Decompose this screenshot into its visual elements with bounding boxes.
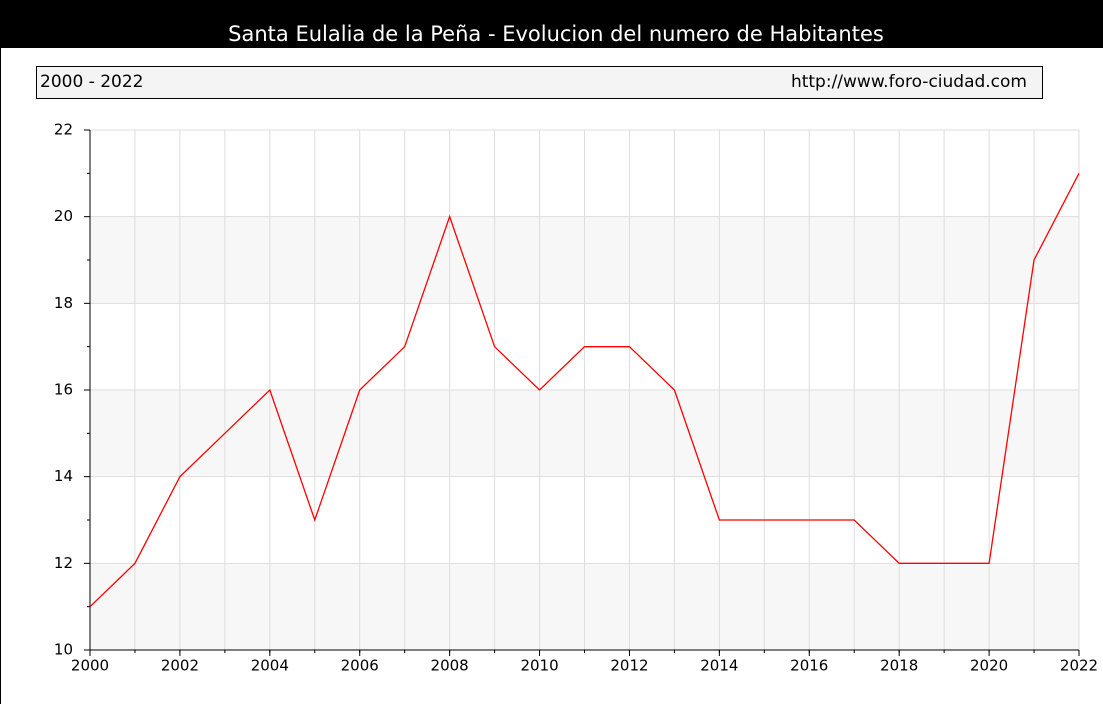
y-tick-label: 12 [54,554,73,572]
x-tick-label: 2006 [341,657,379,675]
x-tick-label: 2010 [520,657,558,675]
chart-title: Santa Eulalia de la Peña - Evolucion del… [228,22,884,46]
y-tick-label: 20 [54,207,73,225]
y-tick-label: 18 [54,294,73,312]
x-tick-label: 2002 [161,657,199,675]
x-tick-label: 2018 [880,657,918,675]
x-tick-label: 2000 [71,657,109,675]
info-box [36,66,1043,99]
data-line [89,173,1080,608]
y-tick-label: 10 [54,641,73,659]
y-tick-label: 16 [54,381,73,399]
y-tick-label: 22 [54,121,73,139]
source-label: http://www.foro-ciudad.com [791,72,1027,92]
period-label: 2000 - 2022 [40,72,143,92]
x-tick-label: 2020 [970,657,1008,675]
title-bar [0,0,1103,48]
x-tick-label: 2022 [1060,657,1098,675]
x-tick-label: 2016 [790,657,828,675]
x-tick-label: 2012 [610,657,648,675]
y-tick-label: 14 [54,467,73,485]
x-tick-label: 2004 [251,657,289,675]
x-tick-label: 2008 [431,657,469,675]
x-tick-label: 2014 [700,657,738,675]
